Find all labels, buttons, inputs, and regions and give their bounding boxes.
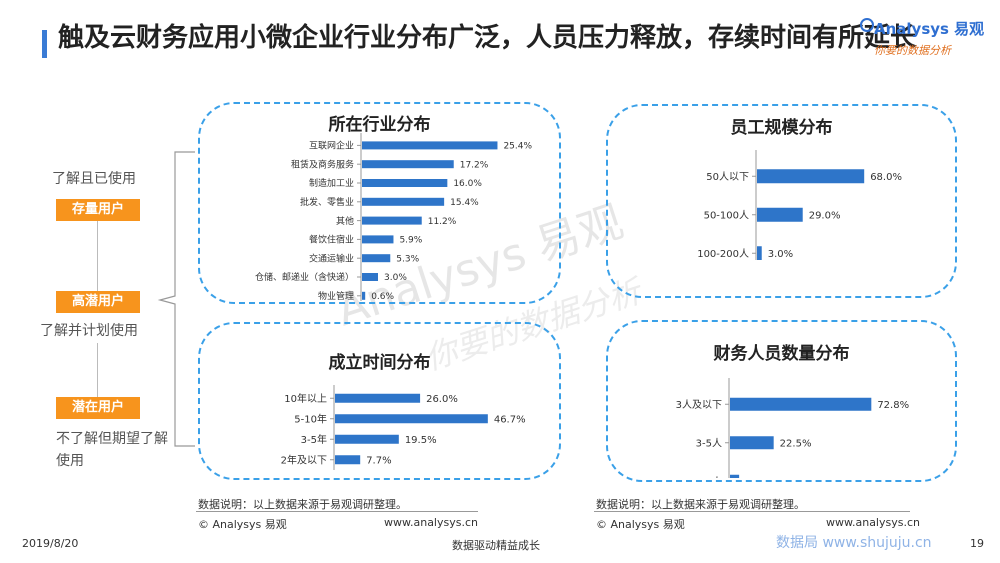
panel-industry bbox=[198, 102, 561, 304]
bar bbox=[335, 414, 488, 424]
bar bbox=[362, 160, 454, 169]
chart-title-staff: 员工规模分布 bbox=[730, 118, 833, 138]
logo-ring-icon bbox=[860, 18, 874, 32]
bracket-path bbox=[157, 151, 195, 447]
category-label: 50-100人 bbox=[704, 209, 749, 221]
value-label: 19.5% bbox=[405, 435, 437, 446]
chart-founding: 10年以上 26.0% 5-10年 46.7% 3-5年 19.5% 2年及以下 7.7% bbox=[281, 385, 526, 470]
value-label: 72.8% bbox=[877, 400, 909, 411]
bar bbox=[757, 169, 865, 184]
bar bbox=[362, 216, 422, 225]
value-label: 3.0% bbox=[384, 273, 407, 283]
bar bbox=[335, 393, 421, 403]
bar bbox=[362, 291, 366, 300]
bar bbox=[335, 455, 361, 465]
value-label: 5.3% bbox=[396, 254, 419, 264]
value-label: 25.4% bbox=[503, 142, 532, 152]
chart-title-industry: 所在行业分布 bbox=[328, 115, 431, 135]
copyright-right: © Analysys 易观 bbox=[596, 518, 685, 531]
bar bbox=[757, 207, 803, 222]
bar bbox=[362, 273, 378, 281]
category-label: 互联网企业 bbox=[309, 140, 354, 152]
category-label: 餐饮住宿业 bbox=[309, 234, 354, 246]
category-label: 仓储、邮递业（含快递） bbox=[255, 271, 354, 283]
hope-text: 不了解但期望了解使用 bbox=[56, 431, 168, 469]
value-label: 29.0% bbox=[809, 210, 841, 221]
value-label: 3.0% bbox=[768, 249, 793, 260]
footer-date: 2019/8/20 bbox=[22, 537, 79, 550]
category-label: 50人以下 bbox=[706, 171, 749, 183]
chart-title-finance-staff: 财务人员数量分布 bbox=[713, 344, 850, 364]
value-label: 4.7% bbox=[745, 477, 770, 478]
chart-industry: 互联网企业 25.4% 租赁及商务服务 17.2% 制造加工业 16.0% 批发、零售业 15… bbox=[255, 133, 533, 301]
category-label: 其他 bbox=[336, 215, 354, 227]
url-left: www.analysys.cn bbox=[384, 516, 478, 529]
value-label: 0.6% bbox=[371, 292, 394, 301]
category-label: 交通运输业 bbox=[309, 252, 354, 264]
bar bbox=[730, 397, 872, 411]
source-watermark: 数据局 www.shujuju.cn bbox=[776, 535, 932, 551]
logo-slogan: 你要的数据分析 bbox=[874, 44, 951, 57]
value-label: 46.7% bbox=[494, 414, 526, 425]
panel-staff bbox=[606, 104, 957, 298]
logo: Analysys 易观 你要的数据分析 bbox=[860, 16, 985, 66]
connector-line-top bbox=[97, 221, 98, 291]
chart-staff: 50人以下 68.0% 50-100人 29.0% 100-200人 3.0% bbox=[697, 150, 902, 260]
chart-finance-staff: 3人及以下 72.8% 3-5人 22.5% 5-10人 4.7% bbox=[676, 378, 909, 478]
value-label: 26.0% bbox=[426, 394, 458, 405]
title-accent-bar bbox=[42, 30, 47, 58]
page-number: 19 bbox=[970, 537, 984, 550]
category-label: 10年以上 bbox=[284, 392, 327, 405]
category-label: 3-5人 bbox=[696, 437, 722, 449]
panel-founding bbox=[198, 322, 561, 480]
value-label: 11.2% bbox=[428, 217, 457, 227]
data-note-left: 数据说明：以上数据来源于易观调研整理。 bbox=[198, 498, 407, 511]
value-label: 5.9% bbox=[399, 236, 422, 246]
value-label: 22.5% bbox=[780, 438, 812, 449]
chart-title-founding: 成立时间分布 bbox=[328, 353, 431, 373]
connector-line-bottom bbox=[97, 343, 98, 397]
logo-brand: Analysys 易观 bbox=[874, 20, 985, 38]
category-label: 制造加工业 bbox=[309, 177, 354, 189]
category-label: 租赁及商务服务 bbox=[291, 158, 354, 170]
tag-potential-users: 潜在用户 bbox=[56, 397, 140, 419]
category-label: 2年及以下 bbox=[281, 453, 327, 466]
used-text: 了解且已使用 bbox=[52, 171, 136, 187]
page-title: 触及云财务应用小微企业行业分布广泛，人员压力释放，存续时间有所延长 bbox=[58, 23, 917, 53]
panel-finance-staff bbox=[606, 320, 957, 482]
bar bbox=[362, 197, 445, 206]
bar bbox=[362, 235, 394, 244]
footer-slogan: 数据驱动精益成长 bbox=[452, 539, 540, 552]
tag-high-potential-users: 高潜用户 bbox=[56, 291, 140, 313]
plan-text: 了解并计划使用 bbox=[40, 323, 138, 339]
copyright-left: © Analysys 易观 bbox=[198, 518, 287, 531]
separator-right bbox=[594, 511, 910, 512]
category-label: 批发、零售业 bbox=[300, 196, 354, 208]
category-label: 3人及以下 bbox=[676, 399, 722, 411]
bar bbox=[730, 474, 740, 478]
bar bbox=[757, 246, 762, 260]
category-label: 5-10人 bbox=[689, 476, 722, 478]
value-label: 17.2% bbox=[460, 160, 489, 170]
category-label: 100-200人 bbox=[697, 248, 749, 260]
bar bbox=[362, 179, 448, 187]
bar bbox=[335, 434, 399, 444]
url-right: www.analysys.cn bbox=[826, 516, 920, 529]
data-note-right: 数据说明：以上数据来源于易观调研整理。 bbox=[596, 498, 805, 511]
value-label: 7.7% bbox=[366, 455, 391, 466]
bar bbox=[730, 436, 774, 450]
bracket bbox=[157, 151, 195, 447]
bar bbox=[362, 254, 391, 263]
separator-left bbox=[196, 511, 478, 512]
value-label: 16.0% bbox=[453, 179, 482, 189]
category-label: 5-10年 bbox=[294, 412, 327, 425]
value-label: 68.0% bbox=[870, 172, 902, 183]
tag-existing-users: 存量用户 bbox=[56, 199, 140, 221]
value-label: 15.4% bbox=[450, 198, 479, 208]
category-label: 物业管理 bbox=[318, 290, 354, 301]
category-label: 3-5年 bbox=[301, 433, 327, 446]
bar bbox=[362, 141, 498, 150]
